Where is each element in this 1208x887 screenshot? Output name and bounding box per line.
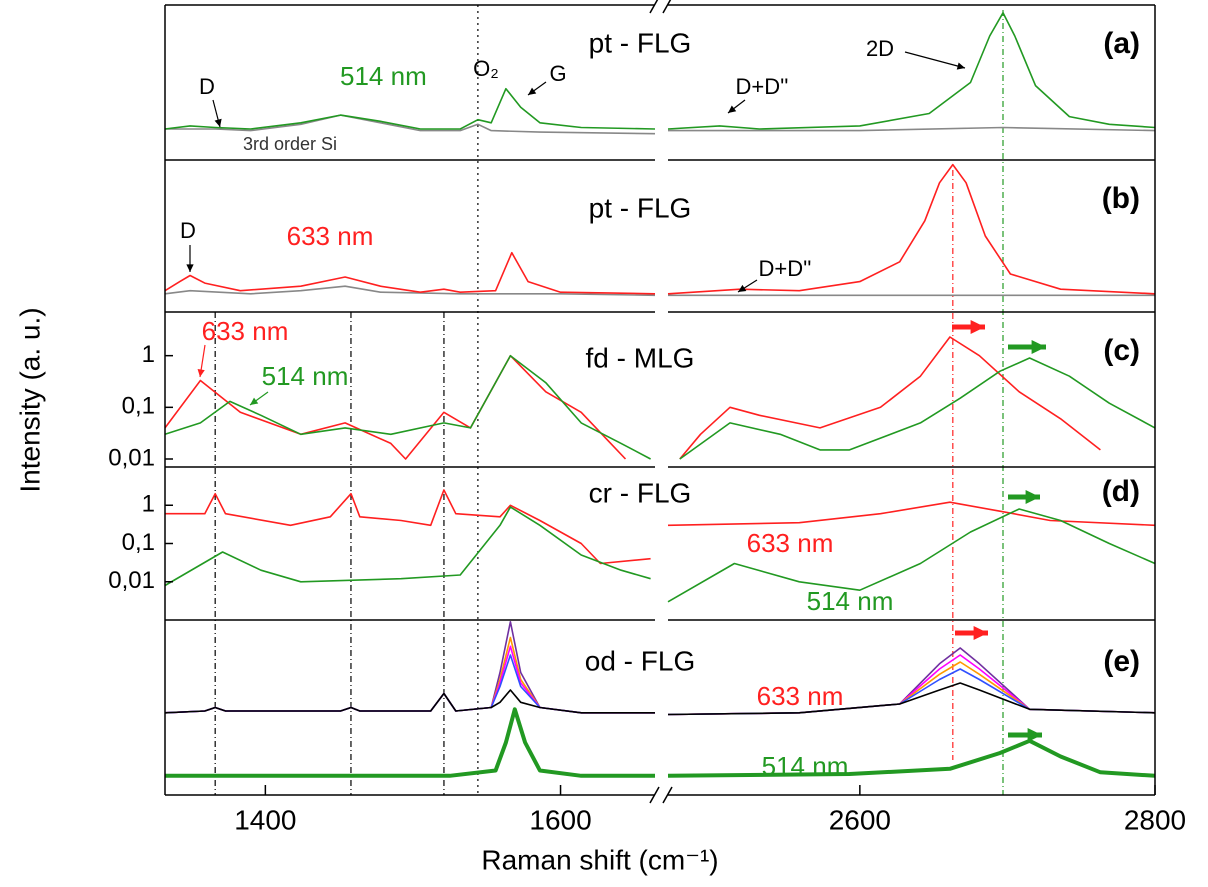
y-axis-label: Intensity (a. u.) [14, 307, 45, 492]
annotation: 514 nm [807, 586, 894, 616]
arrow-head [214, 118, 222, 127]
spectrum-line [164, 645, 655, 714]
spectrum-line [164, 621, 655, 714]
arrow-head [956, 62, 965, 70]
annotation: D+D'' [735, 74, 788, 99]
spectrum-line [667, 163, 1156, 295]
arrow-head [1031, 340, 1046, 354]
arrow-head [197, 368, 205, 377]
annotation: cr - FLG [589, 477, 692, 508]
arrow-head [973, 626, 988, 640]
annotation: 514 nm [340, 61, 427, 91]
annotation: (b) [1102, 182, 1140, 215]
annotation: fd - MLG [586, 342, 695, 373]
spectrum-line [668, 126, 1156, 132]
spectrum-line [679, 357, 1156, 460]
x-tick-label: 2800 [1124, 804, 1186, 835]
arrow [904, 51, 966, 69]
spectrum-line [164, 654, 655, 714]
arrow-head [250, 397, 259, 405]
x-tick-label: 2600 [829, 804, 891, 835]
annotation: D [180, 218, 196, 243]
spectrum-line [679, 336, 1101, 460]
annotation: O₂ [473, 56, 499, 81]
annotation: 633 nm [287, 221, 374, 251]
spectrum-line [164, 689, 655, 714]
annotation: 2D [866, 36, 894, 61]
spectrum-line [165, 114, 656, 135]
spectrum-line [164, 506, 651, 587]
spectrum-line [667, 661, 1156, 716]
spectrum-line [164, 636, 655, 714]
y-tick-label: 1 [142, 491, 155, 518]
spectrum-line [164, 87, 656, 130]
axis-break [649, 786, 660, 804]
arrow-head [738, 284, 747, 292]
y-tick-label: 0,01 [108, 567, 155, 594]
x-axis-label: Raman shift (cm⁻¹) [481, 844, 718, 875]
annotation: 633 nm [202, 316, 289, 346]
annotation: (a) [1103, 27, 1140, 60]
arrow-head [728, 105, 737, 113]
y-tick-label: 1 [142, 341, 155, 368]
spectrum-line [165, 707, 655, 778]
annotation: G [549, 61, 566, 86]
arrow-head [528, 87, 537, 95]
annotation: 514 nm [762, 751, 849, 781]
axis-break [662, 0, 672, 14]
annotation: od - FLG [585, 645, 695, 676]
annotation: pt - FLG [589, 192, 692, 223]
spectrum-line [667, 12, 1156, 130]
y-tick-label: 0,01 [108, 444, 155, 471]
arrow-head [1027, 728, 1042, 742]
spectrum-line [667, 508, 1156, 603]
annotation: 633 nm [757, 681, 844, 711]
spectrum-line [667, 738, 1156, 778]
annotation: (c) [1103, 334, 1140, 367]
spectrum-line [667, 501, 1156, 527]
axis-break [662, 786, 673, 804]
y-tick-label: 0,1 [122, 529, 155, 556]
y-tick-label: 0,1 [122, 393, 155, 420]
spectrum-line [164, 285, 656, 297]
spectrum-line [164, 354, 651, 460]
arrow-head [970, 320, 985, 334]
spectrum-line [165, 489, 651, 565]
x-tick-label: 1600 [529, 804, 591, 835]
spectrum-line [164, 251, 656, 295]
annotation: 3rd order Si [243, 134, 337, 154]
annotation: (e) [1103, 645, 1140, 678]
annotation: 514 nm [262, 361, 349, 391]
x-tick-label: 1400 [234, 804, 296, 835]
spectrum-line [667, 682, 1156, 716]
annotation: pt - FLG [589, 27, 692, 58]
arrow-head [1025, 490, 1040, 504]
annotation: 633 nm [747, 528, 834, 558]
annotation: D [199, 74, 215, 99]
annotation: (d) [1102, 475, 1140, 508]
annotation: D+D'' [758, 256, 811, 281]
spectrum-line [164, 354, 627, 460]
axis-break [649, 0, 659, 14]
spectrum-line [667, 647, 1156, 716]
arrow-head [186, 264, 194, 272]
spectrum-line [667, 654, 1156, 716]
